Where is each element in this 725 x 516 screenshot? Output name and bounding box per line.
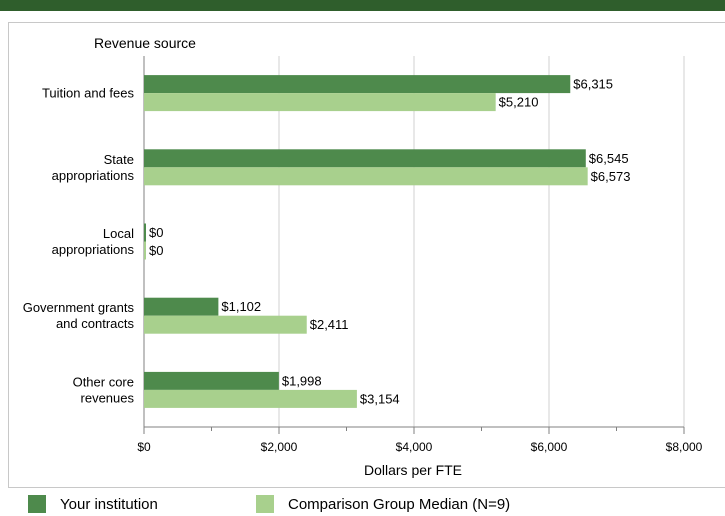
x-tick-label: $2,000 bbox=[261, 440, 298, 454]
data-label: $1,998 bbox=[282, 373, 322, 388]
y-tick-label: Tuition and fees bbox=[42, 86, 135, 101]
y-tick-label: Local bbox=[103, 226, 134, 241]
data-label: $5,210 bbox=[499, 95, 539, 110]
data-label: $6,315 bbox=[573, 77, 613, 92]
legend-label-your-institution: Your institution bbox=[60, 495, 158, 513]
y-tick-label: appropriations bbox=[52, 242, 135, 257]
x-tick-label: $6,000 bbox=[531, 440, 568, 454]
bar bbox=[144, 75, 571, 94]
data-label: $6,573 bbox=[591, 169, 631, 184]
y-tick-label: revenues bbox=[81, 390, 135, 405]
data-label: $3,154 bbox=[360, 391, 400, 406]
legend-swatch-your-institution bbox=[28, 495, 46, 513]
bar bbox=[144, 297, 219, 316]
chart-title: Revenue source bbox=[94, 35, 196, 51]
data-label: $1,102 bbox=[221, 299, 261, 314]
y-tick-label: Government grants bbox=[23, 300, 135, 315]
legend-item-comparison-median: Comparison Group Median (N=9) bbox=[256, 493, 510, 515]
x-tick-label: $4,000 bbox=[396, 440, 433, 454]
bar bbox=[144, 167, 588, 186]
data-label: $0 bbox=[149, 243, 163, 258]
bars bbox=[144, 75, 588, 408]
bar bbox=[144, 149, 586, 168]
data-label: $6,545 bbox=[589, 151, 629, 166]
labels: $0 $2,000 $4,000 $6,000 $8,000 $6,315 $5,210 Tu… bbox=[23, 77, 703, 454]
bar bbox=[144, 315, 307, 334]
y-tick-label: and contracts bbox=[56, 316, 135, 331]
gridlines bbox=[143, 56, 685, 434]
bar bbox=[144, 241, 146, 260]
legend-label-comparison-median: Comparison Group Median (N=9) bbox=[288, 495, 511, 513]
x-tick-label: $8,000 bbox=[666, 440, 703, 454]
header-bar bbox=[0, 0, 725, 11]
y-tick-label: appropriations bbox=[52, 168, 135, 183]
bar bbox=[144, 371, 279, 390]
legend-item-your-institution: Your institution bbox=[28, 493, 158, 515]
bar bbox=[144, 223, 146, 242]
y-tick-label: Other core bbox=[73, 374, 134, 389]
legend-swatch-comparison-median bbox=[256, 495, 274, 513]
data-label: $0 bbox=[149, 225, 163, 240]
y-tick-label: State bbox=[104, 152, 134, 167]
bar bbox=[144, 389, 357, 408]
bar-chart: Revenue source Dollars per FTE $0 $2,000 $… bbox=[23, 35, 703, 478]
x-tick-label: $0 bbox=[137, 440, 151, 454]
data-label: $2,411 bbox=[310, 317, 349, 332]
bar bbox=[144, 93, 496, 112]
x-axis-label: Dollars per FTE bbox=[364, 462, 462, 478]
